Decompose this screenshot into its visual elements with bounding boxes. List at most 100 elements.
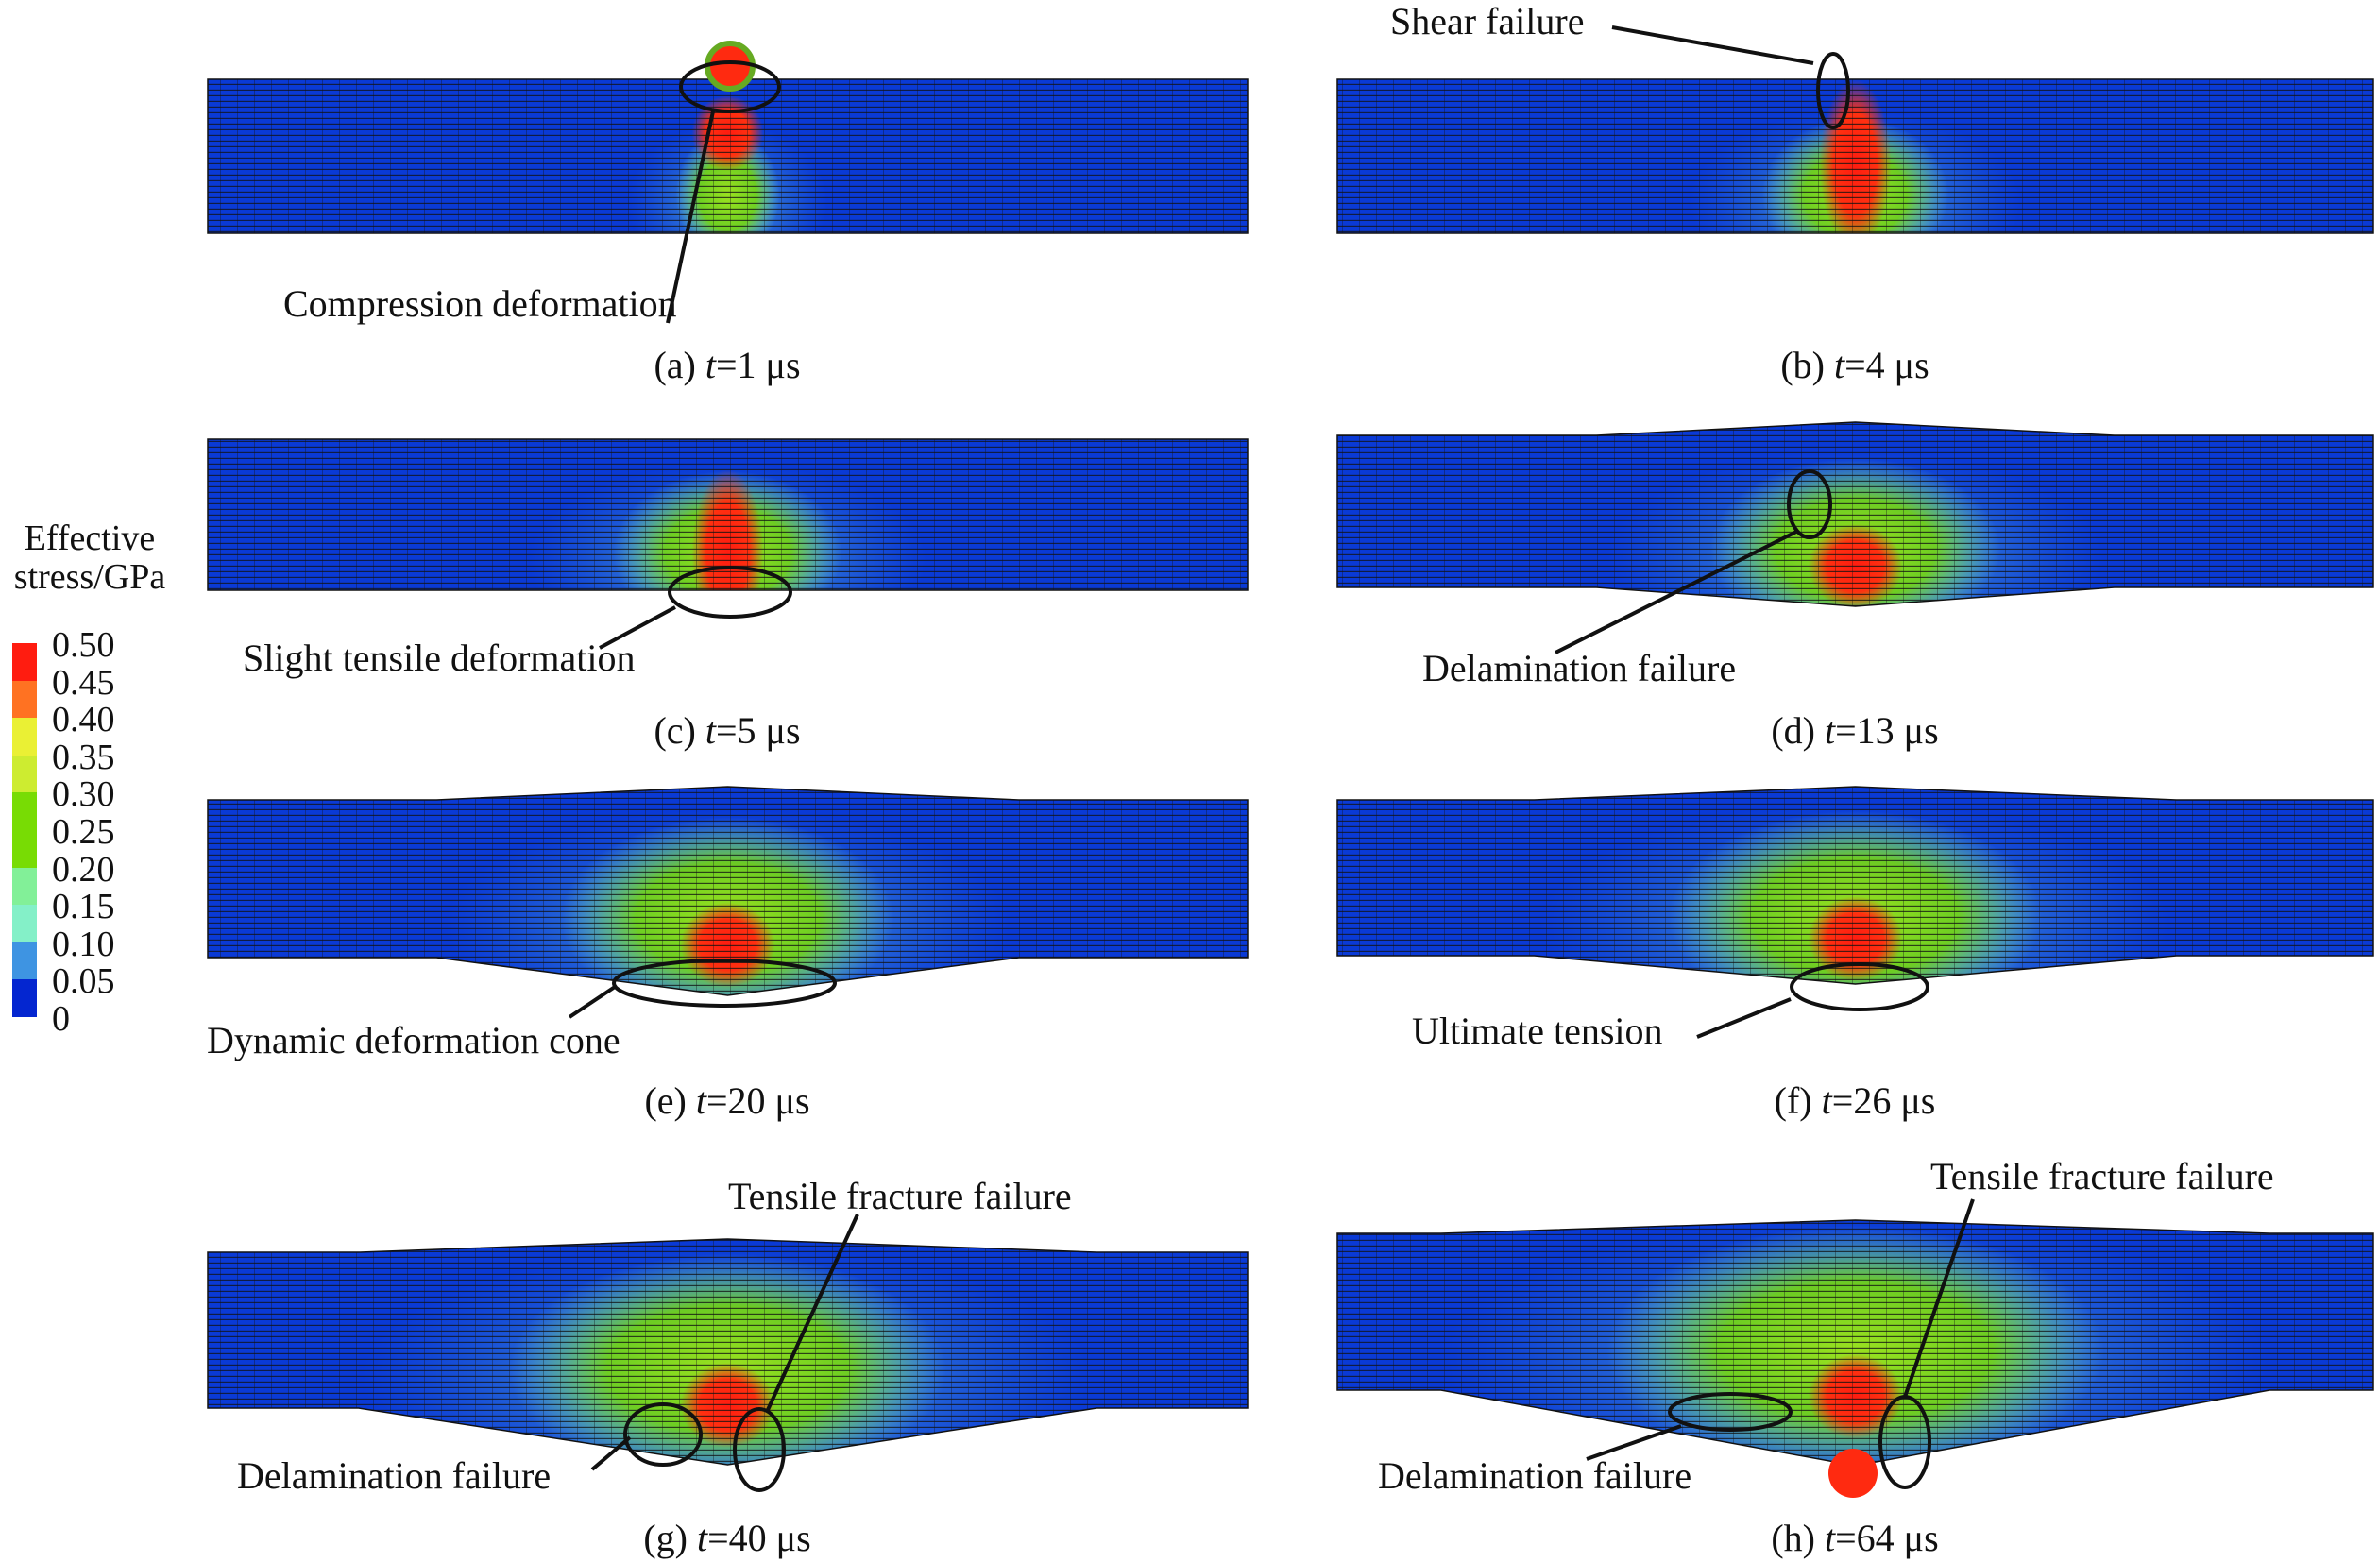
leader-line bbox=[1696, 997, 1792, 1039]
panel-f-mesh bbox=[1336, 786, 2374, 985]
mesh-grid bbox=[208, 1239, 1248, 1465]
caption-g: (g) t=40 μs bbox=[643, 1520, 810, 1557]
highlight-ellipse bbox=[623, 1402, 703, 1467]
highlight-ellipse bbox=[679, 60, 781, 113]
plate-outline bbox=[1336, 78, 2374, 234]
leader-line bbox=[568, 985, 617, 1019]
colorbar-swatch bbox=[12, 942, 37, 980]
colorbar-label: 0.20 bbox=[52, 849, 115, 890]
panel-b-mesh bbox=[1336, 78, 2374, 234]
plate-outline bbox=[207, 438, 1249, 591]
colorbar-swatch bbox=[12, 755, 37, 793]
caption-label: (d) bbox=[1771, 709, 1815, 752]
highlight-ellipse bbox=[668, 566, 792, 619]
colorbar-swatch bbox=[12, 680, 37, 719]
annotation-shear-failure: Shear failure bbox=[1390, 0, 1585, 42]
colorbar-label: 0.15 bbox=[52, 887, 115, 927]
caption-f: (f) t=26 μs bbox=[1775, 1082, 1936, 1120]
leader-line bbox=[1903, 1198, 1975, 1398]
leader-line bbox=[1611, 25, 1814, 65]
colorbar-swatch bbox=[12, 830, 37, 868]
panel-a-mesh bbox=[207, 78, 1249, 234]
leader-line bbox=[1586, 1424, 1682, 1461]
colorbar-label: 0.50 bbox=[52, 625, 115, 665]
leader-line bbox=[590, 1435, 632, 1471]
colorbar-label: 0 bbox=[52, 999, 70, 1039]
plate-outline bbox=[1336, 786, 2374, 985]
highlight-ellipse bbox=[733, 1407, 786, 1492]
caption-d: (d) t=13 μs bbox=[1771, 712, 1938, 750]
plate-outline bbox=[1336, 421, 2374, 607]
highlight-ellipse bbox=[1790, 962, 1930, 1011]
caption-var: t bbox=[695, 1079, 706, 1122]
legend-title: Effective stress/GPa bbox=[14, 519, 165, 597]
colorbar-swatch bbox=[12, 718, 37, 756]
caption-label: (e) bbox=[644, 1079, 687, 1122]
highlight-ellipse bbox=[1668, 1392, 1793, 1432]
caption-label: (b) bbox=[1780, 344, 1825, 386]
caption-var: t bbox=[1824, 1517, 1836, 1559]
projectile bbox=[705, 41, 756, 92]
mesh-grid bbox=[1337, 79, 2373, 233]
annotation-compression-deformation: Compression deformation bbox=[283, 282, 677, 325]
caption-var: t bbox=[705, 709, 716, 752]
mesh-grid bbox=[1337, 787, 2373, 984]
caption-label: (a) bbox=[654, 344, 696, 386]
annotation-delamination-failure-g: Delamination failure bbox=[237, 1454, 552, 1497]
colorbar-label: 0.35 bbox=[52, 737, 115, 777]
plate-outline bbox=[207, 786, 1249, 996]
caption-var: t bbox=[1824, 709, 1836, 752]
caption-value: =1 μs bbox=[715, 344, 801, 386]
colorbar-label: 0.40 bbox=[52, 700, 115, 740]
colorbar-swatch bbox=[12, 979, 37, 1018]
caption-value: =5 μs bbox=[715, 709, 801, 752]
caption-b: (b) t=4 μs bbox=[1780, 347, 1929, 384]
annotation-tensile-fracture-g: Tensile fracture failure bbox=[728, 1175, 1072, 1217]
leader-line bbox=[765, 1214, 859, 1413]
caption-c: (c) t=5 μs bbox=[654, 712, 800, 750]
colorbar-swatch bbox=[12, 867, 37, 906]
colorbar-label: 0.10 bbox=[52, 924, 115, 964]
leader-line bbox=[1555, 529, 1799, 654]
caption-value: =64 μs bbox=[1835, 1517, 1939, 1559]
colorbar-swatch bbox=[12, 905, 37, 943]
caption-label: (c) bbox=[654, 709, 696, 752]
caption-value: =4 μs bbox=[1844, 344, 1930, 386]
colorbar-label: 0.25 bbox=[52, 812, 115, 852]
highlight-ellipse bbox=[1787, 469, 1832, 539]
caption-label: (f) bbox=[1774, 1079, 1812, 1122]
caption-var: t bbox=[705, 344, 716, 386]
annotation-dynamic-deformation-cone: Dynamic deformation cone bbox=[207, 1019, 620, 1061]
annotation-delamination-failure-d: Delamination failure bbox=[1422, 647, 1737, 689]
highlight-ellipse bbox=[1816, 52, 1850, 129]
annotation-delamination-failure-h: Delamination failure bbox=[1378, 1454, 1692, 1497]
leader-line bbox=[666, 110, 715, 324]
projectile bbox=[1828, 1449, 1878, 1498]
plate-outline bbox=[207, 78, 1249, 234]
caption-label: (g) bbox=[643, 1517, 688, 1559]
caption-e: (e) t=20 μs bbox=[644, 1082, 809, 1120]
caption-h: (h) t=64 μs bbox=[1771, 1520, 1938, 1557]
mesh-grid bbox=[208, 79, 1248, 233]
legend-title-line1: Effective bbox=[24, 518, 156, 558]
colorbar-label: 0.45 bbox=[52, 662, 115, 703]
colorbar-label: 0.30 bbox=[52, 774, 115, 815]
mesh-grid bbox=[1337, 422, 2373, 606]
mesh-grid bbox=[208, 787, 1248, 995]
colorbar-label: 0.05 bbox=[52, 961, 115, 1002]
plate-outline bbox=[1336, 1219, 2374, 1467]
caption-var: t bbox=[1833, 344, 1845, 386]
highlight-ellipse bbox=[612, 959, 837, 1008]
colorbar-swatch bbox=[12, 792, 37, 831]
annotation-slight-tensile-deformation: Slight tensile deformation bbox=[243, 637, 636, 679]
caption-var: t bbox=[696, 1517, 708, 1559]
plate-outline bbox=[207, 1238, 1249, 1466]
panel-g-mesh bbox=[207, 1238, 1249, 1466]
caption-value: =13 μs bbox=[1835, 709, 1939, 752]
annotation-ultimate-tension: Ultimate tension bbox=[1412, 1010, 1663, 1052]
mesh-grid bbox=[208, 439, 1248, 590]
panel-d-mesh bbox=[1336, 421, 2374, 607]
caption-value: =20 μs bbox=[706, 1079, 810, 1122]
